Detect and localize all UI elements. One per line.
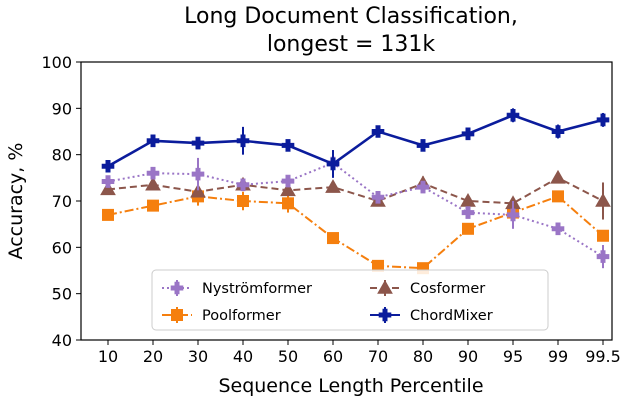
legend-item-nystrmformer: Nyströmformer: [162, 280, 312, 297]
y-axis-ticks: 40 50 60 70 80 90 100: [41, 53, 81, 350]
data-point: [145, 176, 161, 191]
legend-box: [151, 269, 549, 331]
data-point: [551, 125, 565, 138]
legend-label: Cosformer: [410, 281, 485, 297]
data-point: [191, 136, 205, 150]
series-layer: [100, 108, 611, 275]
data-point: [460, 192, 476, 207]
x-tick-label: 20: [143, 347, 163, 366]
y-tick-label: 60: [52, 238, 72, 257]
series-line-chordmixer: [107, 113, 604, 168]
y-tick-label: 90: [52, 99, 72, 118]
series-line-poolformer: [107, 195, 604, 270]
data-point: [282, 197, 294, 210]
data-point: [462, 222, 474, 235]
x-axis-label: Sequence Length Percentile: [218, 375, 483, 397]
data-point: [595, 192, 611, 207]
x-tick-label: 99.5: [585, 347, 620, 366]
legend: Nyströmformer Cosformer Poolformer ChordMix…: [151, 269, 549, 331]
legend-item-cosformer: Cosformer: [370, 279, 485, 297]
data-point: [550, 169, 566, 184]
data-point: [461, 206, 475, 219]
data-point: [506, 208, 520, 222]
x-tick-label: 50: [278, 347, 298, 366]
x-axis-ticks: 10 20 30 40 50 60 70 80 90 95 99 99.5: [98, 340, 620, 366]
data-point: [596, 250, 610, 263]
legend-marker: [377, 279, 393, 294]
data-point: [102, 208, 114, 221]
x-tick-label: 90: [458, 347, 478, 366]
series-chordmixer: [101, 108, 610, 178]
series-nystrmformer: [101, 156, 610, 269]
data-point: [101, 159, 115, 173]
data-point: [325, 179, 341, 193]
data-point: [190, 183, 206, 198]
legend-label: ChordMixer: [410, 308, 493, 324]
data-point: [327, 232, 339, 245]
series-line-nystrmformer: [107, 161, 604, 258]
data-point: [597, 229, 609, 242]
data-point: [506, 108, 520, 122]
data-point: [280, 182, 296, 197]
y-axis-label: Accuracy, %: [5, 143, 27, 260]
data-point: [146, 134, 160, 148]
data-point: [326, 157, 340, 171]
y-tick-label: 100: [41, 53, 72, 72]
legend-marker: [378, 308, 392, 322]
data-point: [552, 190, 564, 203]
chart-title-line-2: longest = 131k: [267, 32, 436, 57]
data-point: [281, 139, 295, 152]
x-tick-label: 99: [548, 347, 568, 366]
data-point: [281, 174, 295, 188]
series-poolformer: [102, 187, 609, 275]
legend-item-poolformer: Poolformer: [162, 307, 281, 324]
x-tick-label: 70: [368, 347, 388, 366]
chart-title-line-1: Long Document Classification,: [184, 4, 518, 29]
x-tick-label: 80: [413, 347, 433, 366]
data-point: [236, 178, 250, 192]
y-tick-label: 40: [52, 331, 72, 350]
data-point: [416, 180, 430, 194]
data-point: [596, 113, 610, 127]
legend-marker: [171, 309, 183, 321]
data-point: [416, 139, 430, 152]
y-tick-label: 50: [52, 285, 72, 304]
y-tick-label: 80: [52, 146, 72, 165]
data-point: [101, 175, 115, 188]
data-point: [147, 199, 159, 212]
data-point: [371, 190, 385, 204]
x-tick-label: 30: [188, 347, 208, 366]
legend-item-chordmixer: ChordMixer: [370, 307, 493, 324]
data-point: [191, 167, 205, 181]
x-tick-label: 40: [233, 347, 253, 366]
data-point: [100, 181, 116, 196]
legend-marker: [170, 281, 184, 295]
x-tick-label: 60: [323, 347, 343, 366]
series-line-cosformer: [107, 176, 604, 205]
data-point: [236, 134, 250, 148]
data-point: [371, 125, 385, 138]
legend-label: Nyströmformer: [202, 281, 312, 297]
data-point: [551, 222, 565, 236]
data-point: [146, 166, 160, 180]
legend-label: Poolformer: [202, 308, 281, 324]
data-point: [237, 195, 249, 207]
series-cosformer: [100, 169, 611, 220]
data-point: [461, 127, 475, 141]
x-tick-label: 10: [98, 347, 118, 366]
y-tick-label: 70: [52, 192, 72, 211]
x-tick-label: 95: [503, 347, 523, 366]
